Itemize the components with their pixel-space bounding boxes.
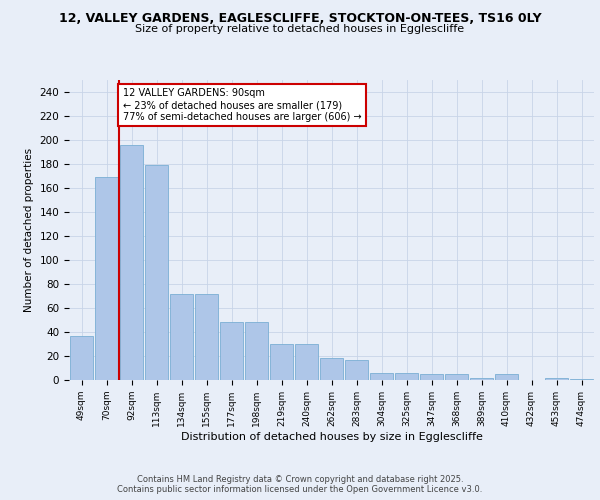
Bar — [420, 374, 443, 380]
Bar — [95, 177, 118, 380]
Text: 12, VALLEY GARDENS, EAGLESCLIFFE, STOCKTON-ON-TEES, TS16 0LY: 12, VALLEY GARDENS, EAGLESCLIFFE, STOCKT… — [59, 12, 541, 26]
Bar — [220, 322, 243, 380]
Bar — [570, 379, 593, 380]
Bar — [145, 165, 168, 380]
Bar — [170, 294, 193, 380]
Bar — [370, 373, 393, 380]
Bar — [295, 344, 318, 380]
Bar — [245, 322, 268, 380]
Bar — [270, 344, 293, 380]
Bar — [195, 294, 218, 380]
Bar — [470, 378, 493, 380]
Bar — [545, 378, 568, 380]
Bar — [320, 358, 343, 380]
Bar — [445, 374, 468, 380]
Bar — [70, 336, 93, 380]
Text: Size of property relative to detached houses in Egglescliffe: Size of property relative to detached ho… — [136, 24, 464, 34]
Bar — [345, 360, 368, 380]
Text: 12 VALLEY GARDENS: 90sqm
← 23% of detached houses are smaller (179)
77% of semi-: 12 VALLEY GARDENS: 90sqm ← 23% of detach… — [123, 88, 361, 122]
Text: Contains HM Land Registry data © Crown copyright and database right 2025.
Contai: Contains HM Land Registry data © Crown c… — [118, 474, 482, 494]
Bar — [395, 373, 418, 380]
Bar — [495, 374, 518, 380]
X-axis label: Distribution of detached houses by size in Egglescliffe: Distribution of detached houses by size … — [181, 432, 482, 442]
Bar — [120, 145, 143, 380]
Y-axis label: Number of detached properties: Number of detached properties — [24, 148, 34, 312]
